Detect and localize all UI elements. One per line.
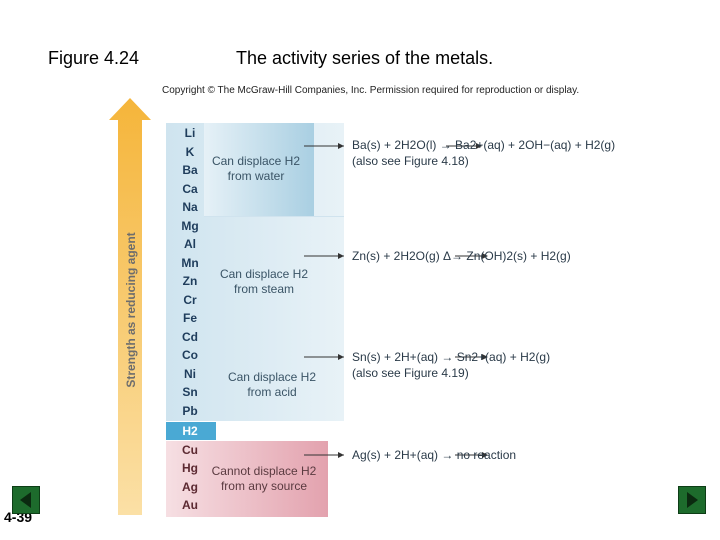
metal-ni: Ni [184, 367, 196, 381]
figure-label: Figure 4.24 [48, 48, 140, 68]
metal-k: K [185, 145, 195, 159]
metal-pb: Pb [182, 404, 198, 418]
metal-h2: H2 [182, 424, 198, 438]
triangle-right-icon [687, 492, 698, 508]
zone-water-label: Can displace H2 from water [211, 154, 301, 183]
metal-ca: Ca [182, 182, 198, 196]
metal-ba: Ba [182, 163, 198, 177]
metal-cr: Cr [183, 293, 197, 307]
zone-steam [204, 216, 344, 217]
copyright-notice: Copyright © The McGraw-Hill Companies, I… [162, 85, 580, 96]
metal-cu: Cu [182, 443, 198, 457]
strength-axis-label: Strength as reducing agent [124, 232, 138, 388]
metal-hg: Hg [182, 461, 198, 475]
zone-no-displace [166, 441, 328, 517]
zone-steam-label: Can displace H2 from steam [219, 267, 309, 296]
equation-none: Ag(s) + 2H+(aq) → no reaction [352, 448, 517, 462]
metal-li: Li [184, 126, 196, 140]
metal-fe: Fe [182, 311, 197, 325]
metal-cd: Cd [182, 330, 198, 344]
equation-acid: Sn(s) + 2H+(aq) → Sn2+(aq) + H2(g) [352, 350, 551, 364]
metal-mg: Mg [181, 219, 199, 233]
metal-au: Au [182, 498, 198, 512]
metal-zn: Zn [182, 274, 198, 288]
metal-co: Co [182, 348, 198, 362]
zone-acid-label: Can displace H2 from acid [227, 370, 317, 399]
metal-sn: Sn [182, 385, 198, 399]
triangle-left-icon [20, 492, 31, 508]
equation-water-note: (also see Figure 4.18) [352, 154, 469, 168]
next-slide-button[interactable] [678, 486, 706, 514]
strength-arrow [109, 98, 151, 515]
metal-al: Al [184, 237, 196, 251]
metal-ag: Ag [182, 480, 198, 494]
equation-acid-note: (also see Figure 4.19) [352, 366, 469, 380]
equation-steam: Zn(s) + 2H2O(g) Δ→ Zn(OH)2(s) + H2(g) [352, 249, 571, 263]
h2-box [166, 422, 216, 440]
figure-title: The activity series of the metals. [236, 48, 494, 68]
metal-mn: Mn [181, 256, 199, 270]
previous-slide-button[interactable] [12, 486, 40, 514]
zone-water [204, 123, 314, 216]
metal-na: Na [182, 200, 198, 214]
zone-none-label: Cannot displace H2 from any source [211, 464, 317, 493]
equation-water: Ba(s) + 2H2O(l) → Ba2+(aq) + 2OH−(aq) + … [352, 138, 616, 152]
